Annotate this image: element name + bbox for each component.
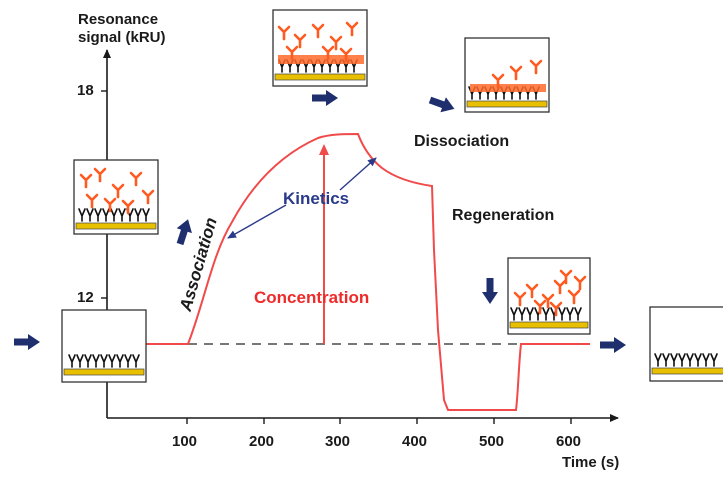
- concentration-label: Concentration: [254, 288, 370, 307]
- kinetics-arrow-association: [227, 204, 287, 239]
- sensorgram-curve: [145, 132, 590, 411]
- flow-arrow-top: [312, 90, 338, 106]
- y-tick-label-12: 12: [77, 289, 94, 306]
- x-tick-label-600: 600: [556, 433, 582, 450]
- sensor-panel-dissociation: [464, 37, 550, 113]
- flow-arrow-in: [14, 334, 40, 350]
- kinetics-label: Kinetics: [283, 189, 350, 208]
- sensor-panel-association: [73, 159, 159, 235]
- flow-arrow-regeneration: [482, 278, 498, 304]
- x-tick-label-100: 100: [172, 433, 198, 450]
- y-tick-label-18: 18: [77, 82, 94, 99]
- flow-arrow-association: [172, 216, 196, 247]
- flow-arrow-out: [600, 337, 626, 353]
- flow-arrow-dissociation: [427, 92, 458, 117]
- x-axis-title: Time (s): [562, 454, 620, 471]
- sensor-panel-peak: [272, 9, 368, 87]
- x-tick-label-500: 500: [479, 433, 505, 450]
- kinetics-arrow-dissociation: [339, 157, 377, 191]
- x-tick-label-400: 400: [402, 433, 428, 450]
- sensor-panel-baseline-right: [649, 306, 723, 382]
- y-axis-title-line2: signal (kRU): [78, 29, 166, 46]
- sensor-panel-baseline-left: [61, 309, 147, 383]
- regeneration-label: Regeneration: [452, 207, 555, 224]
- dissociation-label: Dissociation: [414, 133, 510, 150]
- x-ticks: [186, 418, 572, 424]
- x-tick-label-200: 200: [249, 433, 275, 450]
- y-axis-title-line1: Resonance: [78, 11, 159, 28]
- sensor-panel-regeneration: [507, 257, 591, 335]
- x-tick-label-300: 300: [325, 433, 351, 450]
